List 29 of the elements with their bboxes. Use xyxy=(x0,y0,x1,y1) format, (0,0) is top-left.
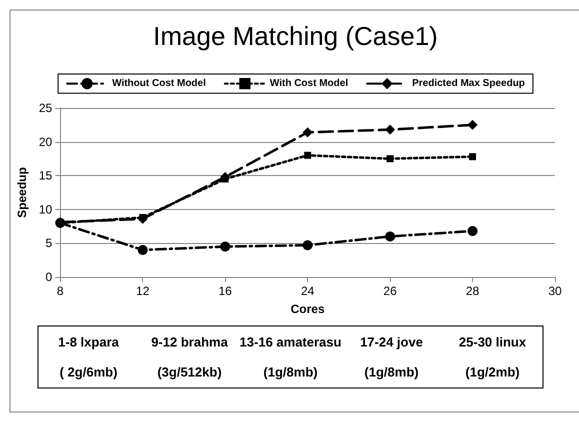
x-tick-label: 30 xyxy=(548,284,562,298)
text: 17-24 jove xyxy=(360,334,423,350)
y-axis-title: Speedup xyxy=(15,167,29,218)
text: (3g/512kb) xyxy=(157,364,222,380)
chart-title: Image Matching (Case1) xyxy=(153,21,438,51)
y-tick-label: 15 xyxy=(38,168,53,183)
text: 1-8 lxpara xyxy=(58,334,120,350)
text: 13-16 amaterasu xyxy=(240,334,342,350)
y-tick-label: 20 xyxy=(38,134,53,149)
y-tick-label: 5 xyxy=(46,236,53,250)
y-tick-label: 25 xyxy=(38,101,53,115)
legend-label: Without Cost Model xyxy=(112,78,206,90)
x-tick-label: 26 xyxy=(383,284,398,298)
x-tick-label: 12 xyxy=(136,284,150,298)
x-axis-title: Cores xyxy=(290,302,325,316)
x-tick-label: 28 xyxy=(466,284,480,298)
legend-label: Predicted Max Speedup xyxy=(412,78,525,90)
text: 25-30 linux xyxy=(458,334,527,350)
text: ( 2g/6mb) xyxy=(60,364,118,380)
y-tick-label: 10 xyxy=(38,202,53,216)
x-tick-label: 8 xyxy=(56,284,64,298)
x-tick-label: 16 xyxy=(218,284,232,298)
x-tick-label: 24 xyxy=(300,284,315,298)
legend-label: With Cost Model xyxy=(270,78,348,90)
text: 9-12 brahma xyxy=(151,334,229,350)
text: (1g/2mb) xyxy=(465,364,520,380)
y-tick-label: 0 xyxy=(46,270,53,284)
text: (1g/8mb) xyxy=(263,364,318,380)
text: (1g/8mb) xyxy=(364,364,419,380)
